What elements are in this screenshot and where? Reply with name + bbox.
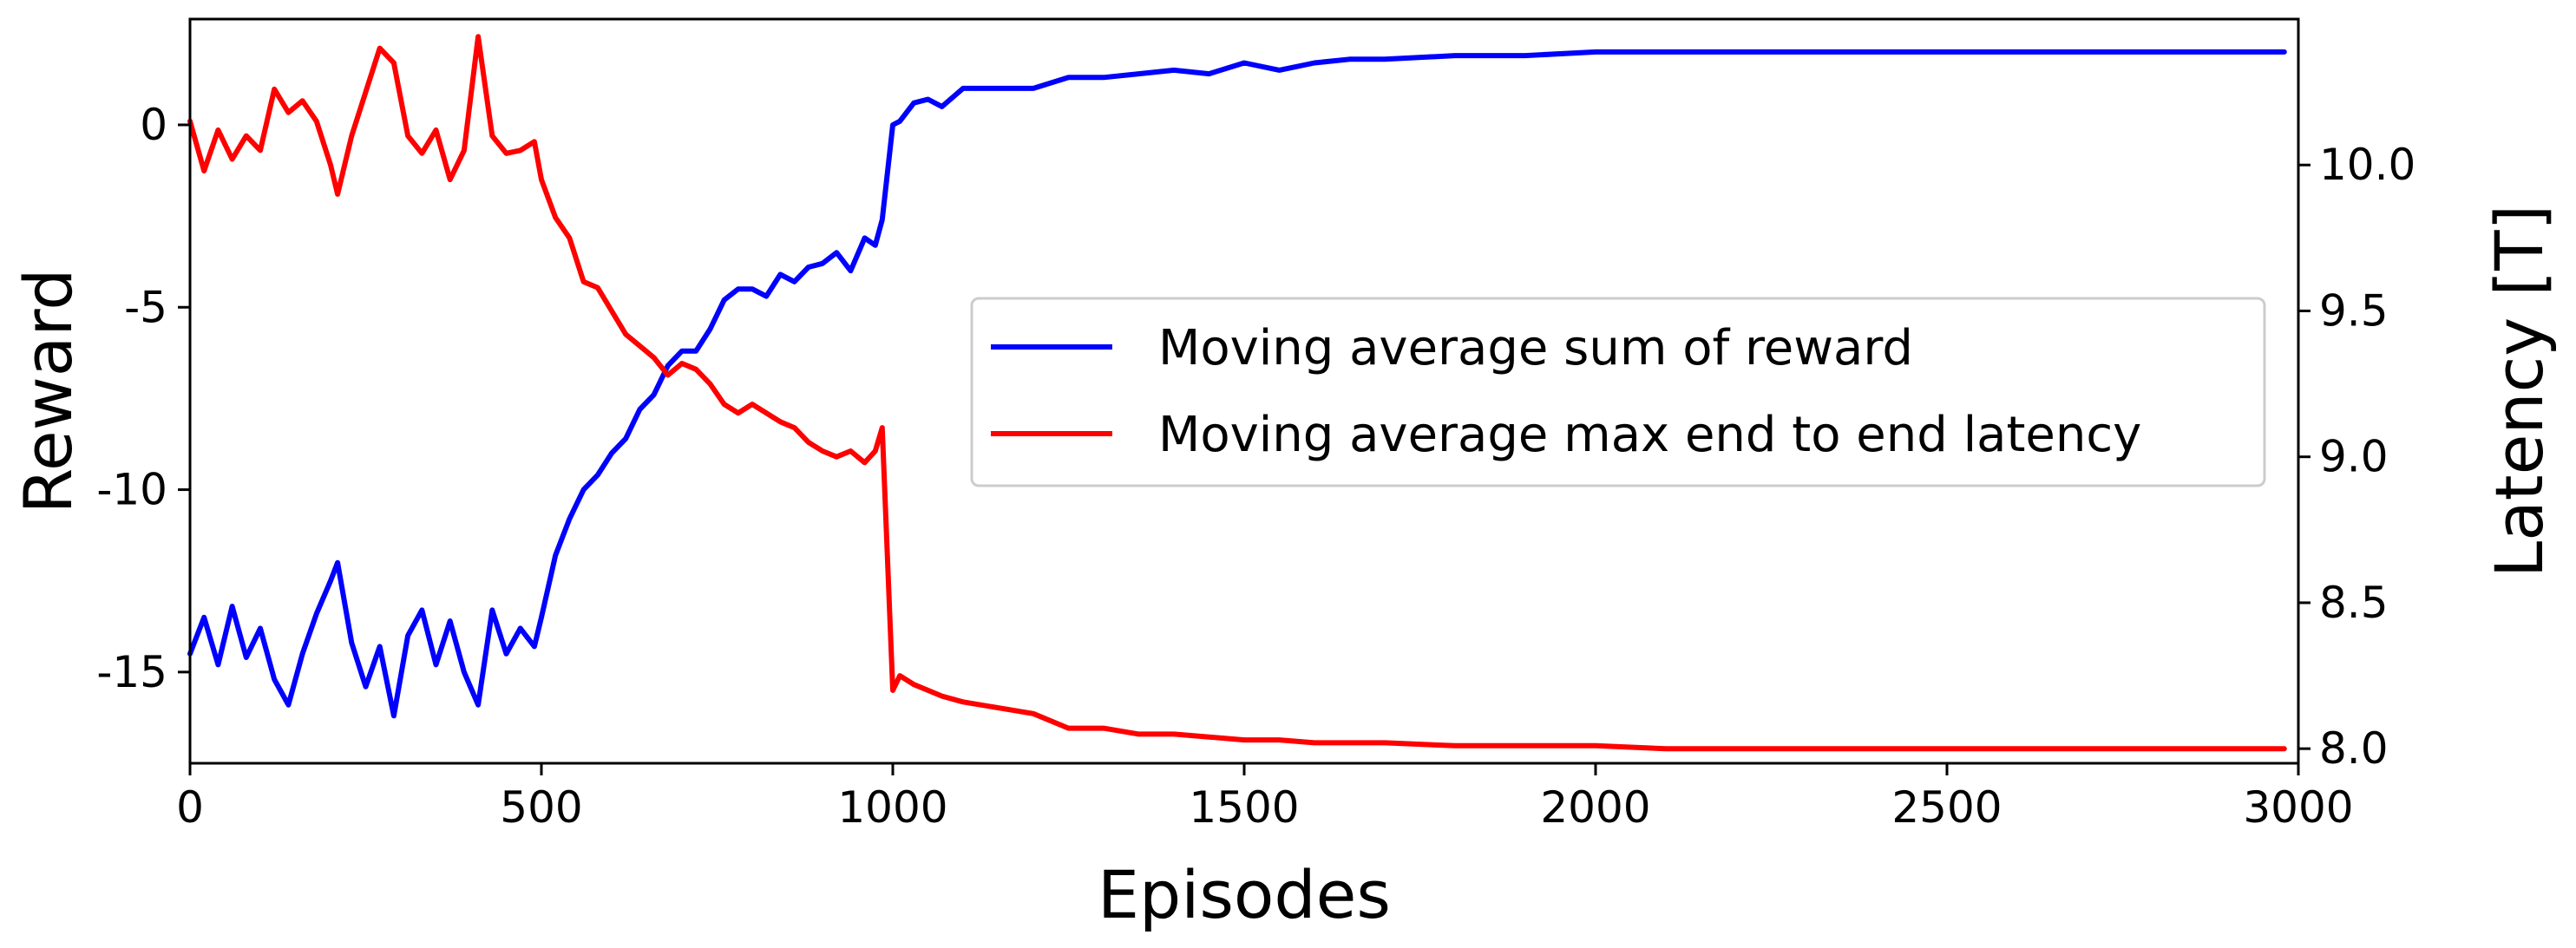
legend-box bbox=[970, 297, 2266, 487]
x-tick-label: 1000 bbox=[837, 782, 947, 833]
x-tick-label: 1500 bbox=[1189, 782, 1299, 833]
latency-series-line bbox=[187, 34, 2287, 752]
plot-lines bbox=[187, 34, 2287, 752]
right-y-tick-label: 10.0 bbox=[2319, 140, 2415, 190]
legend-label-reward: Moving average sum of reward bbox=[1158, 320, 1913, 376]
reward-series-line bbox=[187, 49, 2287, 719]
legend-label-latency: Moving average max end to end latency bbox=[1158, 407, 2141, 463]
x-tick-label: 0 bbox=[176, 782, 204, 833]
x-axis-ticks: 0 500 1000 1500 2000 2500 3000 bbox=[176, 763, 2354, 833]
left-y-tick-label: -15 bbox=[96, 647, 167, 697]
right-y-tick-label: 8.0 bbox=[2319, 723, 2389, 774]
x-tick-label: 2000 bbox=[1540, 782, 1650, 833]
right-y-tick-label: 9.0 bbox=[2319, 432, 2389, 482]
left-y-tick-label: -10 bbox=[96, 465, 167, 515]
x-axis-title: Episodes bbox=[1098, 856, 1391, 933]
x-tick-label: 3000 bbox=[2243, 782, 2353, 833]
legend: Moving average sum of reward Moving aver… bbox=[970, 297, 2266, 487]
right-y-axis-ticks: 10.0 9.5 9.0 8.5 8.0 bbox=[2298, 140, 2415, 774]
left-y-tick-label: -5 bbox=[124, 282, 167, 332]
right-y-axis-title: Latency [T] bbox=[2481, 205, 2558, 578]
left-y-axis-ticks: 0 -5 -10 -15 bbox=[96, 100, 190, 697]
left-y-axis-title: Reward bbox=[10, 268, 87, 513]
x-tick-label: 2500 bbox=[1891, 782, 2002, 833]
right-y-tick-label: 9.5 bbox=[2319, 285, 2389, 336]
x-tick-label: 500 bbox=[500, 782, 582, 833]
left-y-tick-label: 0 bbox=[140, 100, 167, 150]
right-y-tick-label: 8.5 bbox=[2319, 578, 2389, 628]
